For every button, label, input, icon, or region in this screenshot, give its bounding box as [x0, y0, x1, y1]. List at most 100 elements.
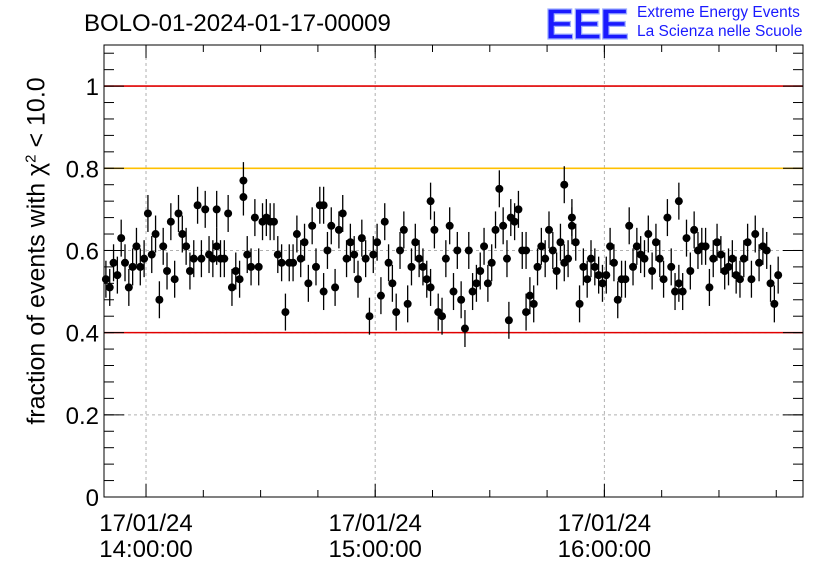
data-point: [483, 279, 492, 288]
data-point: [629, 262, 638, 271]
data-point: [101, 275, 110, 284]
data-point: [686, 267, 695, 275]
data-point: [575, 299, 584, 308]
y-tick-label: 0.2: [66, 403, 99, 430]
data-point: [231, 267, 240, 275]
run-title: BOLO-01-2024-01-17-00009: [84, 10, 391, 37]
data-point: [594, 271, 603, 280]
data-point: [609, 258, 618, 267]
y-axis-label-pre: fraction of events with: [22, 175, 51, 425]
data-point: [132, 242, 141, 251]
reference-lines: [104, 85, 803, 334]
data-point: [319, 287, 328, 296]
data-point: [751, 230, 760, 239]
data-point: [185, 267, 194, 275]
y-axis-label-exponent: 2: [22, 154, 40, 163]
data-point: [388, 279, 397, 288]
x-tick-label-date: 17/01/24: [328, 510, 421, 537]
logo-line-1: Extreme Energy Events: [637, 4, 800, 21]
data-point: [590, 262, 599, 271]
y-axis-label: fraction of events with χ2 < 10.0: [22, 77, 51, 424]
data-point: [690, 225, 699, 234]
y-tick-label: 0: [86, 485, 99, 512]
data-point: [632, 242, 641, 251]
data-point: [678, 287, 687, 296]
data-point: [579, 262, 588, 271]
data-point: [239, 193, 248, 202]
data-point: [319, 201, 328, 210]
data-point: [548, 246, 557, 255]
data-point: [560, 180, 569, 189]
data-point: [235, 275, 244, 284]
data-point: [170, 275, 179, 284]
data-point: [311, 262, 320, 271]
data-point: [583, 275, 592, 284]
data-point: [247, 262, 256, 271]
data-point: [250, 213, 259, 222]
y-tick-label: 0.8: [66, 156, 99, 183]
data-point: [613, 295, 622, 304]
x-tick-label-time: 15:00:00: [328, 536, 421, 563]
data-point: [766, 279, 775, 288]
data-point: [487, 258, 496, 267]
data-point: [178, 230, 187, 239]
data-point: [166, 217, 175, 226]
data-point: [380, 217, 389, 226]
data-point: [762, 246, 771, 255]
data-point: [350, 250, 359, 259]
data-point: [705, 283, 714, 292]
data-point: [571, 238, 580, 247]
data-point: [354, 275, 363, 284]
data-point: [399, 225, 408, 234]
data-point: [504, 316, 513, 325]
data-point: [327, 221, 336, 230]
data-point: [426, 283, 435, 292]
data-point: [338, 209, 347, 218]
data-point: [365, 312, 374, 321]
data-point: [373, 238, 382, 247]
data-point: [182, 242, 191, 251]
data-point: [117, 234, 126, 243]
data-point: [342, 254, 351, 263]
data-point: [552, 267, 561, 275]
logo-text: Extreme Energy Events La Scienza nelle S…: [637, 3, 802, 41]
data-point: [476, 267, 485, 275]
data-point: [522, 246, 531, 255]
data-point: [289, 258, 298, 267]
data-point: [755, 258, 764, 267]
data-point: [651, 238, 660, 247]
data-point: [648, 267, 657, 275]
data-point: [296, 254, 305, 263]
data-point: [774, 271, 783, 280]
data-point: [197, 254, 206, 263]
data-point: [438, 312, 447, 321]
data-point: [273, 250, 282, 259]
data-point: [308, 221, 317, 230]
data-point: [556, 238, 565, 247]
data-point: [361, 254, 370, 263]
data-point: [220, 254, 229, 263]
y-tick-label: 0.4: [66, 321, 99, 348]
data-point: [747, 275, 756, 284]
data-point: [735, 275, 744, 284]
data-point: [281, 308, 290, 317]
data-point: [430, 225, 439, 234]
data-point: [541, 254, 550, 263]
data-point: [567, 213, 576, 222]
data-point: [709, 254, 718, 263]
data-point: [564, 254, 573, 263]
data-point: [743, 238, 752, 247]
data-point: [163, 267, 172, 275]
data-point: [109, 258, 118, 267]
data-point: [529, 299, 538, 308]
data-point: [212, 205, 221, 214]
data-point: [674, 197, 683, 206]
data-point: [522, 308, 531, 317]
data-points: [101, 162, 783, 348]
data-point: [674, 279, 683, 288]
y-axis-label-chi: χ: [22, 162, 51, 176]
data-point: [598, 279, 607, 288]
data-point: [606, 242, 615, 251]
data-point: [655, 254, 664, 263]
data-point: [243, 250, 252, 259]
